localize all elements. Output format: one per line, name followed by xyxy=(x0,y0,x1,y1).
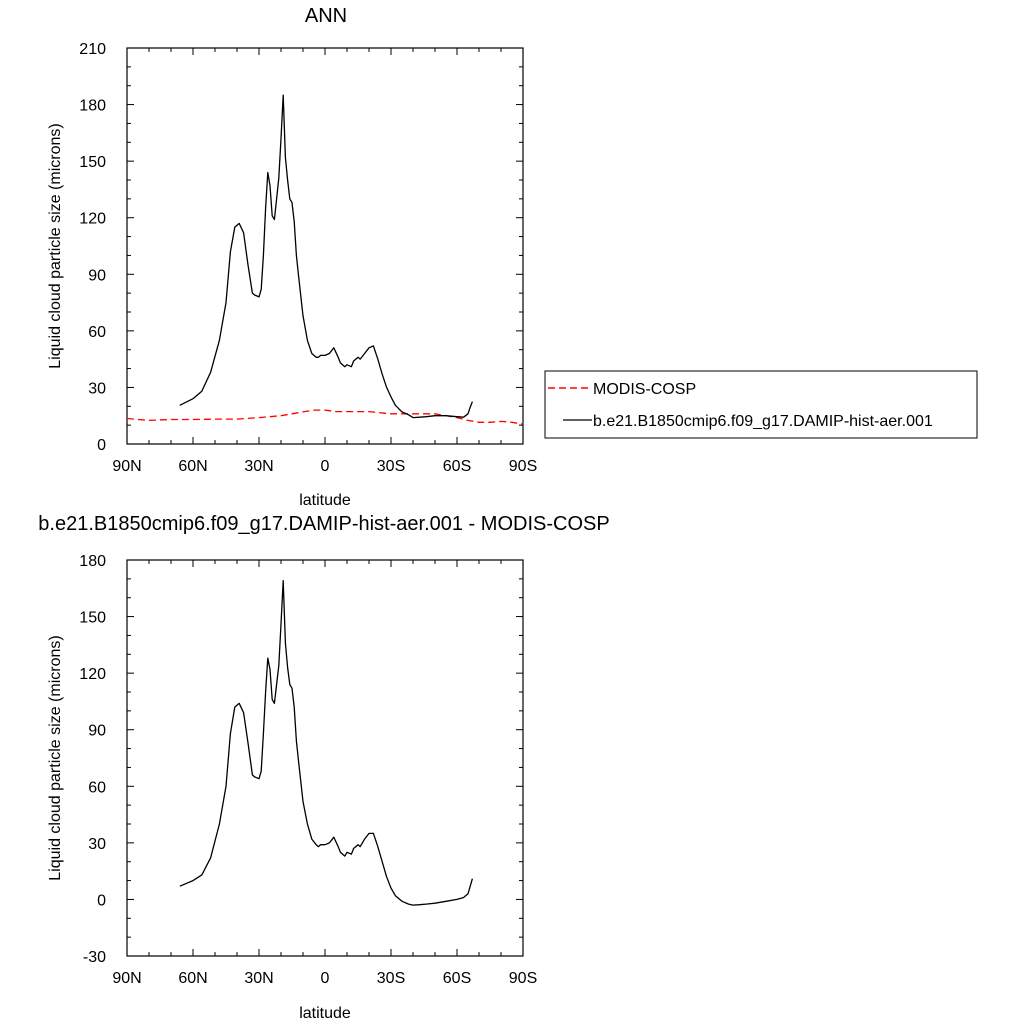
top-y-axis-label: Liquid cloud particle size (microns) xyxy=(47,123,64,368)
top-axis-ticks: 90N 60N 30N 0 30S 60S 90S 0 30 60 90 120 150 180 210 xyxy=(79,41,537,475)
x-tick-label: 90N xyxy=(112,970,141,987)
x-tick-label: 30S xyxy=(377,458,405,475)
x-tick-label: 90N xyxy=(112,458,141,475)
top-plot-frame xyxy=(126,47,524,445)
legend: MODIS-COSP b.e21.B1850cmip6.f09_g17.DAMI… xyxy=(544,370,978,439)
bottom-plot-lines xyxy=(179,580,474,906)
y-tick-label: 60 xyxy=(88,779,106,796)
bottom-x-axis-label: latitude xyxy=(299,1005,351,1022)
x-tick-label: 60N xyxy=(178,970,207,987)
y-tick-label: 210 xyxy=(79,41,106,58)
top-x-axis-label: latitude xyxy=(299,492,351,509)
y-tick-label: 60 xyxy=(88,324,106,341)
top-plot-lines xyxy=(126,94,524,425)
series-line-modis-cosp xyxy=(126,409,524,425)
x-tick-label: 30N xyxy=(244,458,273,475)
bottom-chart-title: b.e21.B1850cmip6.f09_g17.DAMIP-hist-aer.… xyxy=(38,513,609,535)
x-tick-label: 90S xyxy=(509,458,537,475)
y-tick-label: 180 xyxy=(79,98,106,115)
x-tick-label: 0 xyxy=(321,458,330,475)
legend-box xyxy=(544,370,978,439)
y-tick-label: 0 xyxy=(97,437,106,454)
x-tick-label: 30N xyxy=(244,970,273,987)
y-tick-label: 30 xyxy=(88,380,106,397)
x-tick-label: 60S xyxy=(443,970,471,987)
y-tick-label: 90 xyxy=(88,267,106,284)
x-tick-label: 30S xyxy=(377,970,405,987)
bottom-plot-frame xyxy=(126,559,524,957)
y-tick-label: 180 xyxy=(79,553,106,570)
x-tick-label: 60S xyxy=(443,458,471,475)
y-tick-label: 90 xyxy=(88,723,106,740)
y-tick-label: 150 xyxy=(79,610,106,627)
y-tick-label: 0 xyxy=(97,892,106,909)
y-tick-label: 120 xyxy=(79,666,106,683)
series-line-model xyxy=(179,94,474,419)
y-tick-label: 120 xyxy=(79,211,106,228)
y-tick-label: 150 xyxy=(79,154,106,171)
top-panel: ANN 90N 60N 30N 0 30S 60S 90S 0 30 60 90 120 150 180 2… xyxy=(47,5,978,509)
x-tick-label: 60N xyxy=(178,458,207,475)
bottom-panel: b.e21.B1850cmip6.f09_g17.DAMIP-hist-aer.… xyxy=(38,513,609,1022)
bottom-axis-ticks: 90N 60N 30N 0 30S 60S 90S -30 0 30 60 90 120 150 180 xyxy=(79,553,537,987)
x-tick-label: 90S xyxy=(509,970,537,987)
series-line-model xyxy=(179,580,474,906)
bottom-y-axis-label: Liquid cloud particle size (microns) xyxy=(47,635,64,880)
top-chart-title: ANN xyxy=(305,5,347,27)
legend-label-modis: MODIS-COSP xyxy=(593,381,696,398)
x-tick-label: 0 xyxy=(321,970,330,987)
y-tick-label: 30 xyxy=(88,836,106,853)
legend-label-model: b.e21.B1850cmip6.f09_g17.DAMIP-hist-aer.… xyxy=(593,413,933,430)
y-tick-label: -30 xyxy=(83,949,106,966)
